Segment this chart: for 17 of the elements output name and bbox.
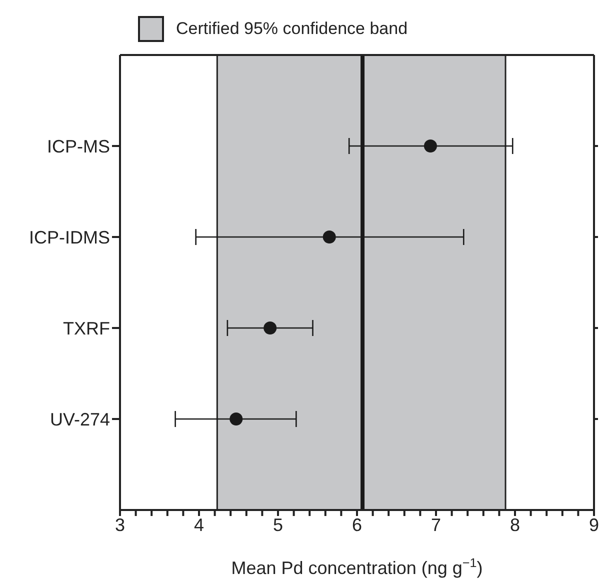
point bbox=[264, 322, 277, 334]
x-tick-label: 5 bbox=[272, 514, 284, 535]
y-tick-label: ICP-MS bbox=[47, 136, 110, 156]
point bbox=[230, 412, 243, 426]
y-tick-label: UV-274 bbox=[50, 409, 110, 430]
x-axis-title: Mean Pd concentration (ng g$^{−1}$) bbox=[231, 556, 483, 578]
legend-label: Certified 95% confidence band bbox=[176, 19, 408, 39]
point bbox=[322, 230, 336, 244]
point bbox=[424, 140, 437, 152]
x-tick-label: 4 bbox=[194, 514, 204, 535]
x-tick-label: 6 bbox=[352, 514, 362, 535]
x-tick-label: 7 bbox=[430, 514, 442, 535]
y-tick-label: TXRF bbox=[63, 318, 110, 338]
y-tick-label: ICP-IDMS bbox=[29, 227, 110, 248]
x-tick-label: 8 bbox=[510, 514, 520, 535]
x-tick-label: 9 bbox=[588, 514, 600, 535]
x-tick-label: 3 bbox=[114, 514, 126, 535]
